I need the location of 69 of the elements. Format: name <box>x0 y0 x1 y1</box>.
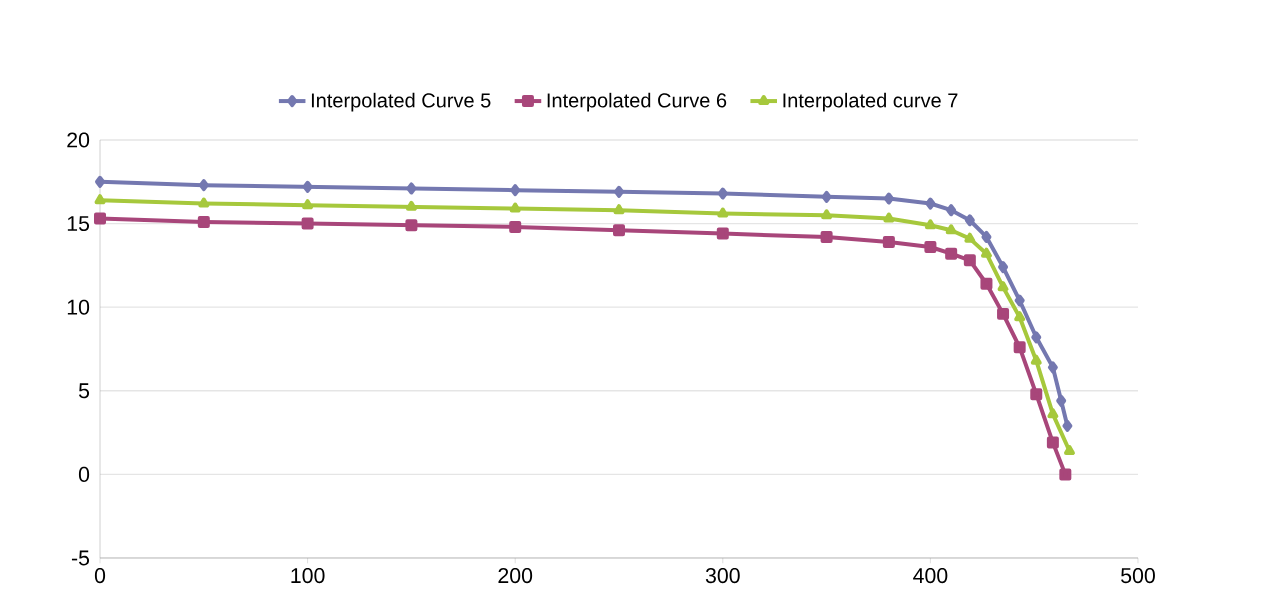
point <box>302 199 314 210</box>
point <box>821 190 832 203</box>
point <box>821 209 833 220</box>
point <box>405 219 418 232</box>
point <box>717 207 729 218</box>
point <box>197 215 210 228</box>
y-tick-label: 5 <box>78 383 90 399</box>
point <box>613 224 625 237</box>
point <box>1056 394 1067 407</box>
point <box>1064 444 1075 455</box>
point <box>198 197 210 208</box>
point <box>510 184 521 197</box>
point <box>716 227 729 240</box>
point <box>509 202 521 213</box>
point <box>964 214 975 227</box>
x-tick-label: 200 <box>498 568 533 584</box>
point <box>945 224 957 235</box>
point <box>924 241 937 253</box>
point <box>198 179 209 192</box>
point <box>94 212 107 225</box>
point <box>1014 311 1026 322</box>
point <box>1031 331 1042 344</box>
point <box>997 281 1009 292</box>
point <box>1014 294 1025 307</box>
point <box>1047 361 1058 374</box>
point <box>613 204 625 215</box>
legend-label: Interpolated curve 7 <box>783 92 958 112</box>
point <box>963 254 976 267</box>
point <box>509 220 522 233</box>
point <box>964 232 976 243</box>
point <box>301 217 314 230</box>
point <box>946 204 957 217</box>
point <box>882 235 895 248</box>
point <box>998 261 1009 274</box>
point <box>405 200 417 211</box>
point <box>981 230 992 243</box>
point <box>302 180 313 193</box>
point <box>1030 354 1042 365</box>
point <box>94 194 106 205</box>
point <box>883 192 894 205</box>
point <box>717 187 728 200</box>
point <box>820 230 833 243</box>
y-tick-label: 10 <box>67 299 90 315</box>
point <box>925 197 936 210</box>
point <box>980 247 992 258</box>
point <box>406 182 417 195</box>
point <box>1062 419 1073 432</box>
point <box>1030 388 1043 401</box>
x-tick-label: 300 <box>705 568 740 584</box>
x-tick-label: 100 <box>291 568 325 584</box>
x-tick-label: 0 <box>94 568 106 584</box>
point <box>1059 468 1072 481</box>
point <box>1013 341 1026 354</box>
x-tick-label: 500 <box>1121 568 1155 584</box>
y-tick-label: 20 <box>67 132 90 148</box>
point <box>614 185 624 198</box>
point <box>997 307 1010 320</box>
y-tick-label: -5 <box>71 550 90 566</box>
point <box>980 277 993 290</box>
point <box>1047 408 1059 419</box>
point <box>1046 436 1059 449</box>
point <box>924 219 936 230</box>
legend-label: Interpolated Curve 6 <box>547 92 727 112</box>
point <box>883 212 895 223</box>
legend-label: Interpolated Curve 5 <box>311 92 491 112</box>
x-tick-label: 400 <box>913 568 948 584</box>
point <box>945 247 958 260</box>
y-tick-label: 15 <box>67 216 90 232</box>
y-tick-label: 0 <box>78 466 90 482</box>
